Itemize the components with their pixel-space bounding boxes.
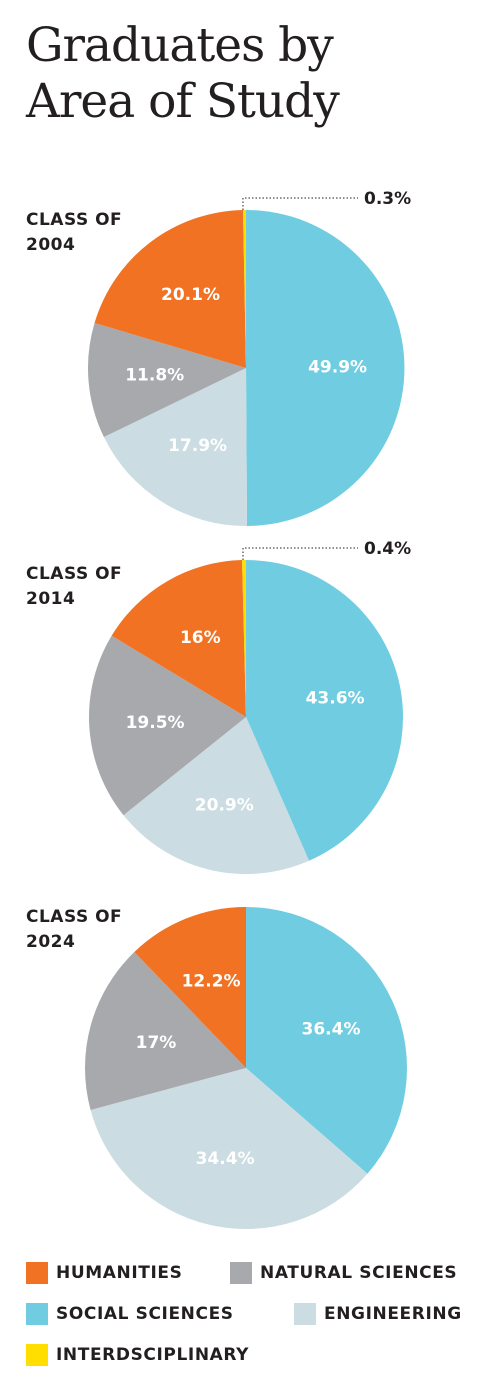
legend-label: SOCIAL SCIENCES [56,1304,234,1324]
pie-chart-2: 43.6% 20.9% 19.5% 16% 0.4% [88,539,411,875]
legend-swatch [26,1303,48,1325]
pie-slice-humanities [134,907,246,1068]
legend-label: ENGINEERING [324,1304,462,1324]
pie-slice-interdisciplinary [243,210,246,368]
slice-label: 43.6% [306,688,365,708]
legend-item-social-sciences: SOCIAL SCIENCES [26,1303,234,1325]
callout-label: 0.3% [364,189,411,209]
slice-label: 49.9% [308,358,367,378]
slice-label: 20.9% [195,795,254,815]
chart-label-line: CLASS OF [26,564,123,584]
slice-label: 11.8% [125,366,184,386]
slice-label: 19.5% [126,713,185,733]
slice-label: 17.9% [168,436,227,456]
pie-slice-humanities [94,210,246,368]
legend-item-natural-sciences: NATURAL SCIENCES [230,1262,457,1284]
title-line-1: Graduates by [26,18,334,73]
chart-label-line: 2024 [26,932,76,952]
legend-item-humanities: HUMANITIES [26,1262,182,1284]
pie-chart-3: 36.4% 34.4% 17% 12.2% [84,907,407,1229]
chart-label-line: CLASS OF [26,907,123,927]
slice-label: 17% [136,1033,177,1053]
callout-label: 0.4% [364,539,411,559]
pie-slice-social [246,907,407,1174]
slice-label: 34.4% [196,1149,255,1169]
chart-label-line: 2004 [26,235,76,255]
legend-label: INTERDSCIPLINARY [56,1345,250,1365]
legend-item-interdisciplinary: INTERDSCIPLINARY [26,1344,249,1366]
pie-slice-engineering [103,368,247,527]
legend-swatch [294,1303,316,1325]
chart-label-2004: CLASS OF 2004 [26,208,122,258]
callout-line [242,547,358,560]
legend-swatch [230,1262,252,1284]
pie-slice-natural [84,952,246,1110]
pie-slice-engineering [123,717,310,875]
callout-line [242,197,358,210]
chart-label-line: CLASS OF [26,210,123,230]
pie-slice-humanities [111,560,246,717]
title-line-2: Area of Study [26,74,340,129]
pie-chart-1: 49.9% 17.9% 11.8% 20.1% 0.3% [87,189,411,527]
legend-item-engineering: ENGINEERING [294,1303,462,1325]
page-title: Graduates by Area of Study [26,18,486,130]
chart-label-line: 2014 [26,589,76,609]
legend-swatch [26,1262,48,1284]
slice-label: 36.4% [302,1019,361,1039]
pie-slice-social [246,560,404,861]
slice-label: 20.1% [161,285,220,305]
legend-label: HUMANITIES [56,1263,183,1283]
legend-label: NATURAL SCIENCES [260,1263,458,1283]
pie-slice-interdisciplinary [242,560,246,717]
slice-label: 12.2% [182,971,241,991]
chart-label-2024: CLASS OF 2024 [26,905,122,955]
pie-slice-natural [88,635,246,816]
pie-slice-engineering [90,1068,368,1229]
pie-slice-social [246,209,405,526]
pie-slice-natural [87,322,246,438]
chart-label-2014: CLASS OF 2014 [26,562,122,612]
legend-swatch [26,1344,48,1366]
slice-label: 16% [180,628,221,648]
